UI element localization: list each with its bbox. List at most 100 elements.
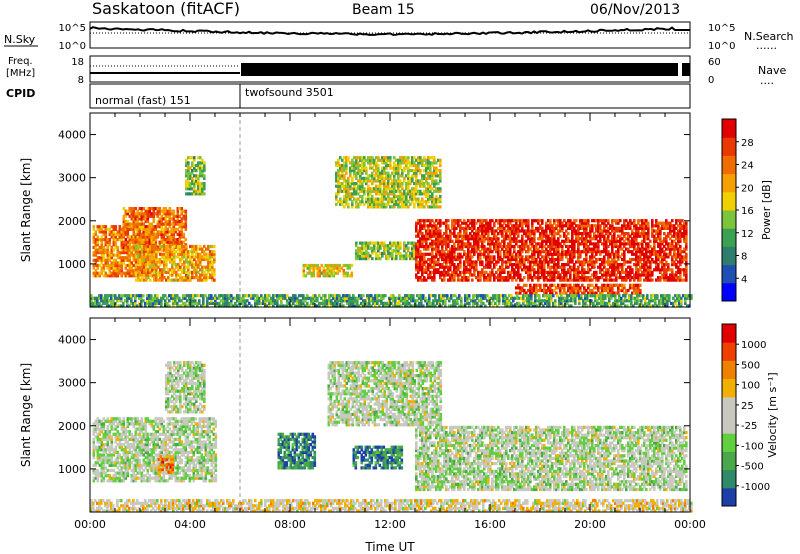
power-cell — [527, 273, 530, 277]
power-cell — [617, 265, 620, 269]
power-cell — [341, 158, 344, 162]
power-cell — [527, 237, 530, 241]
power-cell — [567, 283, 570, 287]
power-cell — [655, 260, 658, 264]
power-cell — [191, 187, 194, 191]
power-cell — [617, 234, 620, 238]
power-cell — [207, 263, 210, 267]
power-cell — [181, 278, 184, 282]
power-cell — [435, 197, 438, 201]
power-cell — [633, 273, 636, 277]
power-cell — [134, 232, 138, 236]
power-cell — [441, 250, 444, 254]
power-cell — [537, 273, 540, 277]
power-cell — [533, 283, 536, 287]
power-cell — [517, 283, 520, 287]
power-cell — [431, 265, 434, 269]
power-cell — [529, 291, 532, 295]
power-cell — [363, 169, 366, 173]
power-cell — [159, 257, 162, 262]
power-cell — [581, 265, 584, 269]
power-cell — [585, 257, 588, 262]
power-cell — [531, 278, 534, 282]
power-cell — [579, 263, 582, 267]
power-cell — [417, 232, 420, 236]
power-cell — [469, 244, 472, 249]
power-cell — [447, 244, 450, 249]
power-cell — [308, 271, 312, 275]
power-cell — [132, 214, 136, 218]
power-cell — [106, 245, 110, 249]
power-cell — [645, 226, 648, 230]
power-cell — [519, 224, 522, 228]
power-cell — [453, 219, 456, 223]
power-cell — [619, 219, 622, 223]
power-cell — [561, 255, 564, 259]
power-cell — [397, 182, 400, 186]
power-cell — [122, 251, 126, 255]
power-cell — [126, 245, 130, 249]
power-cell — [497, 252, 500, 256]
power-cell — [342, 274, 346, 278]
power-cell — [447, 237, 450, 241]
power-cell — [383, 197, 386, 201]
power-cell — [165, 263, 168, 267]
power-cell — [645, 268, 648, 272]
power-cell — [147, 276, 150, 280]
power-cell — [383, 246, 386, 250]
power-cell — [509, 229, 512, 233]
power-cell — [575, 239, 578, 243]
power-cell — [172, 230, 176, 234]
power-cell — [94, 296, 97, 300]
power-cell — [563, 263, 566, 267]
power-cell — [433, 174, 436, 178]
power-cell — [493, 237, 496, 241]
power-cell — [503, 239, 506, 243]
power-cell — [110, 253, 114, 257]
power-cell — [479, 226, 482, 230]
power-cell — [191, 270, 194, 274]
power-cell — [407, 161, 410, 165]
power-cell — [581, 276, 584, 280]
power-cell — [655, 257, 658, 262]
power-cell — [145, 263, 148, 267]
power-cell — [150, 212, 154, 216]
power-cell — [373, 189, 376, 193]
power-cell — [417, 252, 420, 256]
power-cell — [469, 263, 472, 267]
power-cell — [443, 242, 446, 246]
power-cell — [393, 202, 396, 206]
power-cell — [397, 176, 400, 180]
power-cell — [166, 230, 170, 234]
power-cell — [545, 260, 548, 264]
power-cell — [405, 200, 408, 204]
power-cell — [415, 260, 418, 264]
power-cell — [469, 232, 472, 236]
power-cell — [122, 248, 126, 252]
power-cell — [203, 252, 206, 256]
power-cell — [547, 260, 550, 264]
power-cell — [197, 192, 200, 196]
power-cell — [593, 255, 596, 259]
power-cell — [507, 247, 510, 251]
power-cell — [336, 269, 340, 273]
power-cell — [629, 234, 632, 238]
power-cell — [467, 242, 470, 246]
power-cell — [197, 263, 200, 267]
power-cell — [363, 176, 366, 180]
power-cell — [527, 221, 530, 225]
power-cell — [149, 273, 152, 277]
power-cell — [409, 179, 412, 183]
power-cell — [543, 229, 546, 233]
power-cell — [425, 237, 428, 241]
power-cell — [513, 276, 516, 280]
power-cell — [98, 304, 101, 308]
power-cell — [585, 232, 588, 236]
power-cell — [160, 240, 164, 244]
power-cell — [479, 229, 482, 233]
power-cell — [571, 224, 574, 228]
power-cell — [359, 194, 362, 199]
power-cell — [521, 250, 524, 254]
power-cell — [375, 174, 378, 178]
power-cell — [141, 244, 144, 249]
